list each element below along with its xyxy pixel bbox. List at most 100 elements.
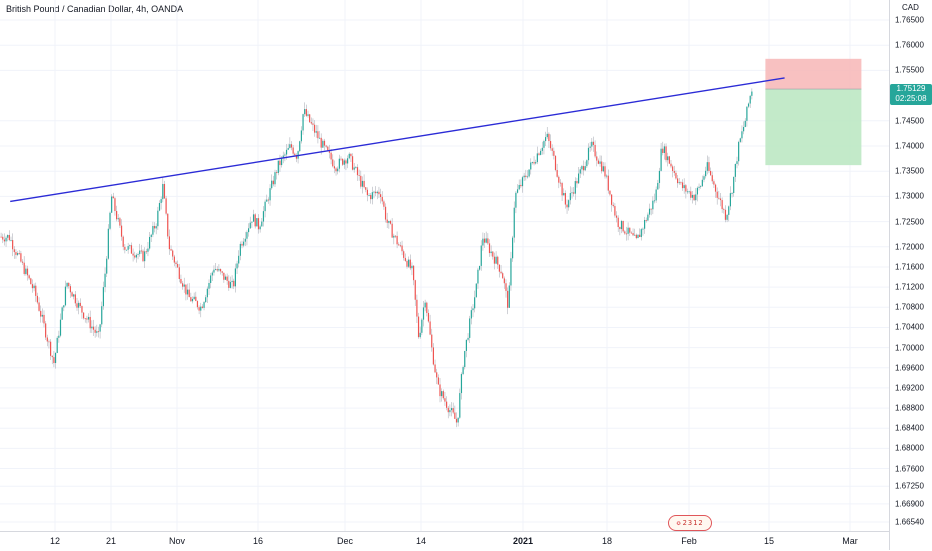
candle-body <box>91 326 93 329</box>
candle-body <box>660 148 662 171</box>
candle <box>579 166 581 179</box>
candle-body <box>162 183 164 200</box>
candle-body <box>191 299 194 302</box>
candle-body <box>185 284 187 295</box>
candle <box>688 190 690 194</box>
candle-body <box>274 172 276 185</box>
price-label: 1.73000 <box>895 191 924 201</box>
candle <box>606 174 608 179</box>
candle <box>546 127 548 139</box>
candle <box>602 162 604 173</box>
candle <box>149 231 151 251</box>
candle <box>266 194 268 202</box>
candle-body <box>219 269 222 272</box>
candle <box>718 190 720 200</box>
bar-countdown: 02:25:08 <box>895 94 927 103</box>
candle-body <box>615 215 618 218</box>
candle-body <box>150 234 152 237</box>
candle <box>619 226 621 236</box>
candle-body <box>165 198 167 214</box>
candle <box>625 226 628 241</box>
stop-loss-zone[interactable] <box>765 58 862 90</box>
candle <box>87 313 90 323</box>
candle <box>167 213 169 239</box>
price-label: 1.71600 <box>895 262 924 272</box>
candle-body <box>667 156 669 161</box>
candle <box>371 186 373 205</box>
candle <box>417 312 420 339</box>
candle-body <box>205 297 207 303</box>
time-label: 21 <box>105 536 117 546</box>
candle <box>746 106 748 127</box>
candle-body <box>751 91 753 96</box>
candle <box>348 152 350 160</box>
candle-body <box>172 250 174 257</box>
take-profit-zone[interactable] <box>765 89 862 166</box>
candle <box>705 166 707 179</box>
price-chart[interactable] <box>0 0 889 531</box>
candle-body <box>210 275 212 283</box>
candle-body <box>8 234 10 241</box>
candle <box>384 203 387 223</box>
candle <box>193 292 195 301</box>
candle <box>691 191 694 204</box>
candle-body <box>488 243 491 254</box>
candle <box>83 312 85 320</box>
candle-body <box>363 180 365 188</box>
candle-body <box>408 259 410 267</box>
candle-body <box>229 282 232 288</box>
candle <box>61 306 63 320</box>
candle <box>257 214 260 234</box>
candle-body <box>523 175 525 178</box>
candle-body <box>721 200 723 210</box>
candle-body <box>56 337 58 353</box>
candle-body <box>738 141 740 162</box>
price-label: 1.70800 <box>895 302 924 312</box>
candle <box>111 194 113 213</box>
candle-body <box>149 236 151 249</box>
candle <box>520 179 522 189</box>
candle-body <box>13 249 15 253</box>
candle-body <box>650 208 652 210</box>
candle-body <box>129 245 131 247</box>
candle <box>211 270 213 281</box>
candle <box>185 284 187 301</box>
candle <box>680 181 682 185</box>
candle <box>252 209 255 222</box>
candle-body <box>743 127 745 132</box>
candle <box>183 277 185 293</box>
candle-body <box>619 227 621 230</box>
candle <box>439 377 441 403</box>
candle-body <box>741 131 743 139</box>
candle-body <box>386 219 388 223</box>
candle-body <box>383 201 385 207</box>
candle-body <box>526 176 529 178</box>
candle-body <box>541 147 543 151</box>
candle <box>119 217 121 229</box>
author-badge[interactable]: ✪ 2312 <box>668 515 712 531</box>
candle <box>723 207 725 214</box>
candle-body <box>264 201 266 212</box>
candle <box>216 266 218 273</box>
price-axis[interactable]: CAD 1.76500 1.76000 1.75500 1.74500 1.74000 1… <box>889 0 932 550</box>
candle-body <box>360 175 362 187</box>
price-label: 1.70400 <box>895 322 924 332</box>
candle-body <box>79 302 81 307</box>
candle-body <box>94 329 96 333</box>
candle <box>399 241 401 248</box>
candle-body <box>599 161 601 164</box>
candle <box>431 328 433 352</box>
trend-line[interactable] <box>10 77 785 203</box>
candle-body <box>705 170 707 177</box>
time-axis[interactable]: 12 21 Nov 16 Dec 14 2021 18 Feb 15 Mar <box>0 531 889 551</box>
candle-body <box>729 193 731 207</box>
candle <box>271 174 273 190</box>
candle-body <box>350 153 352 157</box>
price-label: 1.76500 <box>895 15 924 25</box>
price-label: 1.67250 <box>895 481 924 491</box>
candle-body <box>515 192 517 208</box>
candle <box>304 102 306 117</box>
candle <box>73 293 75 300</box>
candle <box>706 155 708 175</box>
candle <box>351 153 354 171</box>
